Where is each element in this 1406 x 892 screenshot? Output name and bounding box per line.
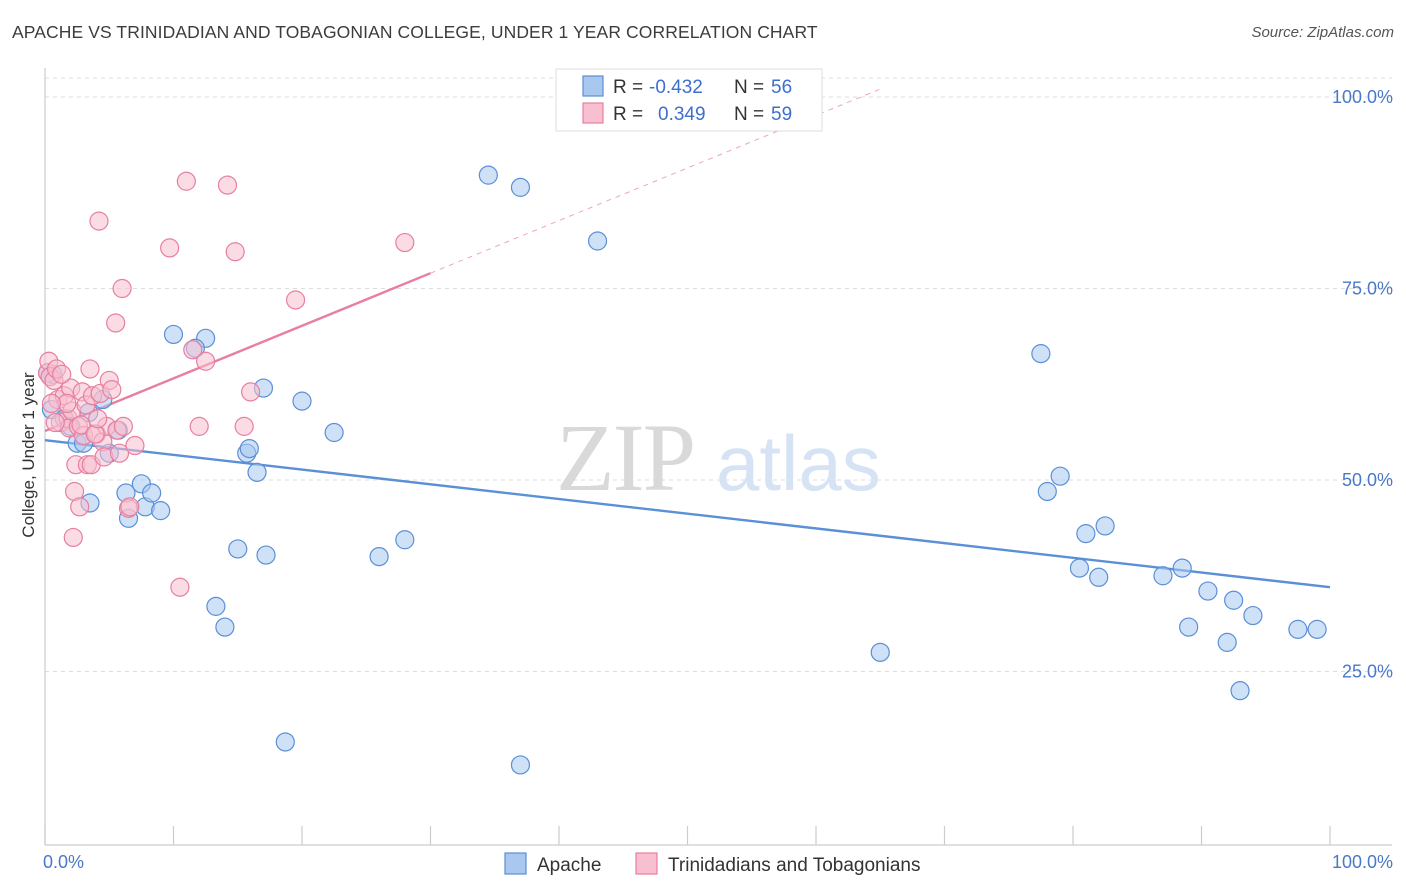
point-apache bbox=[1198, 581, 1218, 601]
watermark-zip: ZIP bbox=[556, 404, 694, 511]
point-trinidadian bbox=[120, 497, 140, 517]
point-trinidadian bbox=[196, 351, 216, 371]
point-trinidadian bbox=[109, 443, 130, 463]
point-apache bbox=[587, 231, 608, 251]
y-axis-title: College, Under 1 year bbox=[19, 372, 38, 538]
series-legend-swatch-apache bbox=[504, 852, 527, 875]
point-apache bbox=[163, 324, 184, 345]
point-apache bbox=[324, 422, 344, 443]
point-apache bbox=[215, 617, 235, 637]
point-apache bbox=[1076, 524, 1096, 544]
point-apache bbox=[870, 642, 890, 662]
point-trinidadian bbox=[41, 393, 62, 413]
point-trinidadian bbox=[170, 577, 190, 597]
point-trinidadian bbox=[113, 416, 133, 436]
point-trinidadian bbox=[234, 416, 254, 436]
point-trinidadian bbox=[176, 171, 196, 191]
point-trinidadian bbox=[160, 238, 180, 258]
y-tick-label: 50.0% bbox=[1342, 470, 1393, 490]
point-trinidadian bbox=[241, 382, 261, 402]
point-apache bbox=[142, 483, 162, 503]
point-apache bbox=[1217, 632, 1237, 652]
legend-n-value-2: 59 bbox=[771, 104, 792, 125]
point-apache bbox=[275, 732, 295, 752]
point-trinidadian bbox=[102, 380, 122, 400]
legend-swatch-apache bbox=[582, 75, 604, 97]
point-apache bbox=[247, 462, 267, 482]
x-tick-label: 0.0% bbox=[43, 852, 84, 872]
point-apache bbox=[1031, 344, 1051, 364]
point-apache bbox=[478, 165, 498, 185]
point-apache bbox=[256, 545, 276, 565]
legend-n-label-2: N = bbox=[734, 104, 764, 125]
series-legend: Apache Trinidadians and Tobagonians bbox=[504, 852, 920, 876]
point-apache bbox=[510, 755, 531, 775]
point-apache bbox=[292, 391, 312, 411]
point-trinidadian bbox=[395, 232, 415, 253]
point-trinidadian bbox=[89, 211, 109, 231]
axes bbox=[44, 68, 1392, 846]
point-trinidadian bbox=[71, 415, 91, 435]
y-tick-labels: 25.0% 50.0% 75.0% 100.0% bbox=[1332, 87, 1393, 682]
point-apache bbox=[395, 530, 415, 550]
point-apache bbox=[1089, 567, 1109, 587]
point-apache bbox=[1230, 681, 1250, 701]
legend-r-label-1: R = bbox=[613, 77, 643, 98]
trend-lines bbox=[44, 88, 1331, 589]
source-label: Source: ZipAtlas.com bbox=[1251, 24, 1394, 41]
point-apache bbox=[1153, 566, 1173, 586]
point-apache bbox=[206, 596, 226, 616]
point-apache bbox=[1069, 558, 1090, 578]
stats-legend: R = -0.432 N = 56 R = 0.349 N = 59 bbox=[555, 68, 823, 132]
point-apache bbox=[1179, 617, 1199, 637]
x-tick-label: 100.0% bbox=[1332, 852, 1393, 872]
legend-n-label-1: N = bbox=[734, 77, 764, 98]
point-trinidadian bbox=[112, 278, 132, 299]
point-trinidadian bbox=[285, 290, 306, 310]
x-tick-labels: 0.0% 100.0% bbox=[43, 852, 1393, 872]
point-trinidadian bbox=[52, 364, 72, 384]
point-trinidadian bbox=[70, 497, 90, 517]
point-trinidadian bbox=[189, 416, 209, 436]
series-legend-label-apache: Apache bbox=[537, 855, 601, 876]
point-apache bbox=[1037, 481, 1057, 502]
series-legend-label-trinidadian: Trinidadians and Tobagonians bbox=[668, 855, 920, 876]
point-apache bbox=[1172, 558, 1192, 578]
legend-r-value-2: 0.349 bbox=[658, 104, 706, 125]
point-apache bbox=[1288, 619, 1308, 639]
legend-swatch-trinidadian bbox=[582, 102, 604, 124]
point-apache bbox=[1307, 619, 1327, 639]
legend-n-value-1: 56 bbox=[771, 77, 792, 98]
watermark-atlas: atlas bbox=[716, 419, 881, 507]
point-apache bbox=[1224, 590, 1244, 610]
watermark: ZIP atlas bbox=[556, 404, 881, 511]
point-trinidadian bbox=[80, 359, 100, 379]
y-tick-label: 75.0% bbox=[1342, 279, 1393, 299]
point-apache bbox=[228, 539, 248, 559]
point-trinidadian bbox=[225, 242, 245, 262]
y-tick-label: 25.0% bbox=[1342, 662, 1393, 682]
point-apache bbox=[151, 501, 171, 521]
legend-r-value-1: -0.432 bbox=[649, 77, 703, 98]
point-apache bbox=[1095, 516, 1115, 536]
point-trinidadian bbox=[106, 313, 126, 333]
point-trinidadian bbox=[125, 435, 145, 456]
point-trinidadian bbox=[63, 527, 83, 548]
point-trinidadian bbox=[45, 412, 65, 433]
point-apache bbox=[1243, 605, 1263, 626]
point-apache bbox=[369, 546, 389, 567]
point-trinidadian bbox=[88, 409, 108, 429]
data-points bbox=[37, 165, 1327, 775]
series-legend-swatch-trinidadian bbox=[635, 852, 658, 875]
point-apache bbox=[510, 177, 531, 197]
point-apache bbox=[1050, 466, 1070, 486]
chart-title: APACHE VS TRINIDADIAN AND TOBAGONIAN COL… bbox=[12, 22, 818, 42]
y-tick-label: 100.0% bbox=[1332, 87, 1393, 107]
point-trinidadian bbox=[217, 175, 238, 195]
point-trinidadian bbox=[183, 340, 203, 360]
point-apache bbox=[239, 438, 259, 459]
legend-r-label-2: R = bbox=[613, 104, 643, 125]
gridlines bbox=[45, 77, 1392, 672]
